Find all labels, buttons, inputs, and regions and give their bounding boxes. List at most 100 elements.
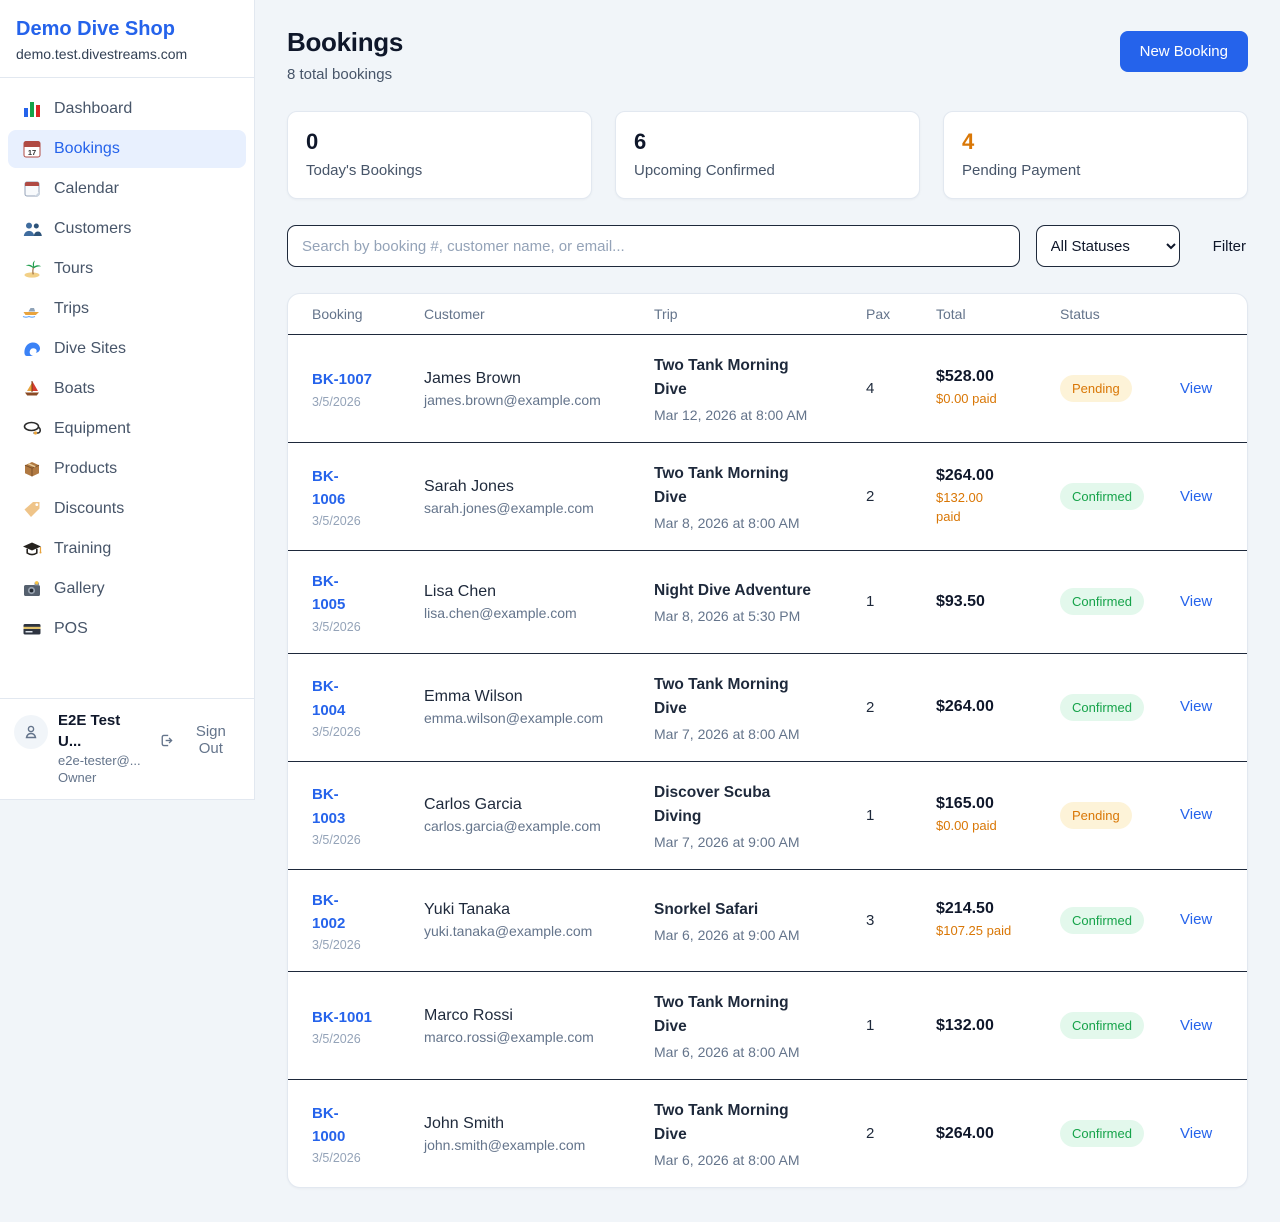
sidebar-item-products[interactable]: Products	[8, 450, 246, 488]
page-title: Bookings	[287, 27, 404, 57]
tag-icon	[22, 499, 42, 519]
customer-name: Carlos Garcia	[424, 796, 522, 814]
sidebar-item-discounts[interactable]: Discounts	[8, 490, 246, 528]
sidebar-item-pos[interactable]: POS	[8, 610, 246, 648]
credit-card-icon	[22, 619, 42, 639]
total-amount: $93.50	[936, 592, 985, 610]
booking-id-link[interactable]: BK-1007	[312, 371, 373, 389]
trip-cell: Snorkel Safari Mar 6, 2026 at 9:00 AM	[654, 898, 866, 943]
booking-id-link[interactable]: BK-1005	[312, 573, 346, 614]
sign-out-button[interactable]: Sign Out	[158, 723, 240, 757]
view-link[interactable]: View	[1180, 1016, 1213, 1034]
customer-name: Sarah Jones	[424, 477, 514, 495]
sidebar-item-equipment[interactable]: Equipment	[8, 410, 246, 448]
view-link[interactable]: View	[1180, 1124, 1213, 1142]
customer-cell: Sarah Jones sarah.jones@example.com	[424, 478, 654, 516]
booking-id-link[interactable]: BK-1003	[312, 786, 346, 827]
booking-date: 3/5/2026	[312, 619, 361, 634]
trip-datetime: Mar 6, 2026 at 8:00 AM	[654, 1044, 800, 1061]
view-link[interactable]: View	[1180, 379, 1213, 397]
stats-row: 0 Today's Bookings 6 Upcoming Confirmed …	[287, 111, 1248, 199]
wave-icon	[22, 339, 42, 359]
customer-email: james.brown@example.com	[424, 391, 601, 408]
trip-datetime: Mar 7, 2026 at 9:00 AM	[654, 833, 800, 850]
total-cell: $132.00	[936, 1017, 1060, 1035]
diving-mask-icon	[22, 419, 42, 439]
pax-count: 1	[866, 806, 875, 824]
sidebar-item-gallery[interactable]: Gallery	[8, 570, 246, 608]
trip-name: Two Tank Morning Dive	[654, 465, 789, 507]
pax-count: 2	[866, 488, 875, 506]
booking-id-link[interactable]: BK-1004	[312, 678, 346, 719]
sidebar-item-calendar[interactable]: Calendar	[8, 170, 246, 208]
view-link[interactable]: View	[1180, 487, 1213, 505]
sidebar-item-dashboard[interactable]: Dashboard	[8, 90, 246, 128]
status-cell: Confirmed	[1060, 1120, 1180, 1148]
status-badge: Confirmed	[1060, 693, 1144, 721]
customer-name: John Smith	[424, 1114, 505, 1132]
sidebar-item-label: Calendar	[54, 180, 119, 197]
total-cell: $214.50 $107.25 paid	[936, 900, 1060, 941]
status-cell: Confirmed	[1060, 483, 1180, 511]
booking-id-link[interactable]: BK-1002	[312, 891, 346, 932]
pax-count: 1	[866, 593, 875, 611]
sidebar-item-label: Boats	[54, 380, 95, 397]
sidebar-nav: Dashboard 17 Bookings Calendar Customers…	[0, 78, 254, 698]
status-badge: Confirmed	[1060, 588, 1144, 616]
sidebar-item-customers[interactable]: Customers	[8, 210, 246, 248]
view-link[interactable]: View	[1180, 911, 1213, 929]
booking-id-link[interactable]: BK-1000	[312, 1104, 346, 1146]
table-header: Booking Customer Trip Pax Total Status	[288, 294, 1247, 335]
view-link[interactable]: View	[1180, 806, 1213, 824]
sidebar-item-trips[interactable]: Trips	[8, 290, 246, 328]
stat-value: 6	[634, 129, 647, 154]
status-cell: Confirmed	[1060, 588, 1180, 616]
stat-label: Upcoming Confirmed	[634, 162, 775, 179]
sidebar-item-bookings[interactable]: 17 Bookings	[8, 130, 246, 168]
sidebar-item-tours[interactable]: Tours	[8, 250, 246, 288]
pax-count: 2	[866, 1125, 875, 1143]
customer-name: Marco Rossi	[424, 1006, 513, 1024]
status-badge: Confirmed	[1060, 483, 1144, 511]
customer-email: sarah.jones@example.com	[424, 499, 594, 516]
bar-chart-icon	[22, 99, 42, 119]
sidebar-item-label: POS	[54, 620, 88, 637]
total-cell: $264.00	[936, 1125, 1060, 1143]
status-select[interactable]: All Statuses	[1035, 225, 1180, 267]
customer-email: yuki.tanaka@example.com	[424, 923, 593, 940]
filter-button[interactable]: Filter	[1212, 237, 1246, 255]
speedboat-icon	[22, 299, 42, 319]
new-booking-button[interactable]: New Booking	[1119, 31, 1248, 72]
user-name: E2E Test U...	[58, 712, 121, 750]
booking-id-link[interactable]: BK-1006	[312, 467, 346, 509]
avatar	[14, 715, 48, 750]
customer-email: marco.rossi@example.com	[424, 1028, 594, 1045]
col-header-status: Status	[1060, 306, 1100, 322]
brand-name[interactable]: Demo Dive Shop	[16, 18, 175, 40]
table-row: BK-1003 3/5/2026 Carlos Garcia carlos.ga…	[288, 762, 1247, 870]
total-cell: $264.00 $132.00 paid	[936, 467, 1060, 527]
actions-cell: View	[1180, 1125, 1223, 1143]
trip-cell: Two Tank Morning Dive Mar 7, 2026 at 8:0…	[654, 673, 866, 742]
booking-cell: BK-1000 3/5/2026	[312, 1102, 424, 1166]
sidebar-item-label: Training	[54, 540, 112, 557]
trip-cell: Two Tank Morning Dive Mar 6, 2026 at 8:0…	[654, 991, 866, 1060]
booking-id-link[interactable]: BK-1001	[312, 1008, 373, 1026]
search-input[interactable]	[287, 225, 1020, 267]
table-row: BK-1001 3/5/2026 Marco Rossi marco.rossi…	[288, 972, 1247, 1081]
actions-cell: View	[1180, 806, 1223, 824]
sidebar-item-training[interactable]: Training	[8, 530, 246, 568]
view-link[interactable]: View	[1180, 592, 1213, 610]
sidebar-item-boats[interactable]: Boats	[8, 370, 246, 408]
customer-cell: James Brown james.brown@example.com	[424, 370, 654, 408]
trip-name: Night Dive Adventure	[654, 582, 812, 600]
sidebar-item-label: Gallery	[54, 580, 105, 597]
sidebar-item-label: Dive Sites	[54, 340, 127, 357]
sidebar-item-dive-sites[interactable]: Dive Sites	[8, 330, 246, 368]
total-amount: $264.00	[936, 1124, 994, 1142]
view-link[interactable]: View	[1180, 698, 1213, 716]
booking-date: 3/5/2026	[312, 938, 361, 953]
calendar-icon	[22, 179, 42, 199]
trip-name: Two Tank Morning Dive	[654, 994, 789, 1036]
camera-icon	[22, 579, 42, 599]
